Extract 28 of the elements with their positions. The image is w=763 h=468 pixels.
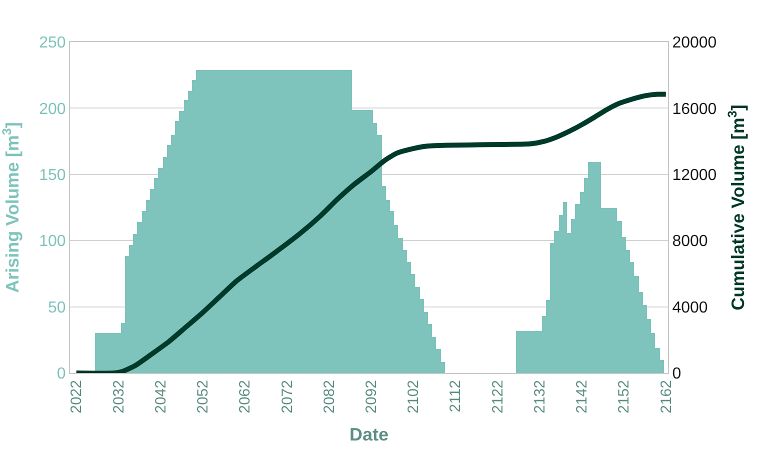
x-tick-label: 2122 xyxy=(489,380,506,414)
y2-tick-label: 20000 xyxy=(672,34,717,52)
y2-tick-label: 12000 xyxy=(672,167,717,184)
x-tick-label: 2022 xyxy=(68,380,86,414)
x-tick-label: 2072 xyxy=(278,380,296,414)
y2-tick-label: 4000 xyxy=(672,299,708,316)
y2-tick-label: 0 xyxy=(672,366,682,383)
x-tick-label: 2042 xyxy=(152,380,170,414)
y-tick-label: 150 xyxy=(39,167,66,184)
x-tick-label: 2052 xyxy=(194,380,212,414)
y-tick-label: 50 xyxy=(48,299,66,316)
x-axis-title: Date xyxy=(349,424,389,444)
x-tick-label: 2152 xyxy=(616,380,633,414)
y2-tick-label: 16000 xyxy=(672,100,717,118)
x-tick-label: 2162 xyxy=(658,380,675,414)
y-tick-label: 100 xyxy=(39,233,66,250)
x-tick-label: 2082 xyxy=(320,380,338,414)
y-tick-label: 0 xyxy=(56,366,66,383)
x-tick-label: 2032 xyxy=(110,380,128,414)
x-tick-label: 2092 xyxy=(362,380,380,414)
y-tick-label: 250 xyxy=(39,34,66,52)
x-tick-label: 2102 xyxy=(405,380,422,414)
x-tick-label: 2112 xyxy=(447,380,464,412)
y2-tick-label: 8000 xyxy=(672,233,708,250)
x-tick-label: 2142 xyxy=(574,380,591,414)
x-tick-label: 2132 xyxy=(531,380,548,414)
x-tick-label: 2062 xyxy=(236,380,254,414)
y-tick-label: 200 xyxy=(39,100,66,118)
